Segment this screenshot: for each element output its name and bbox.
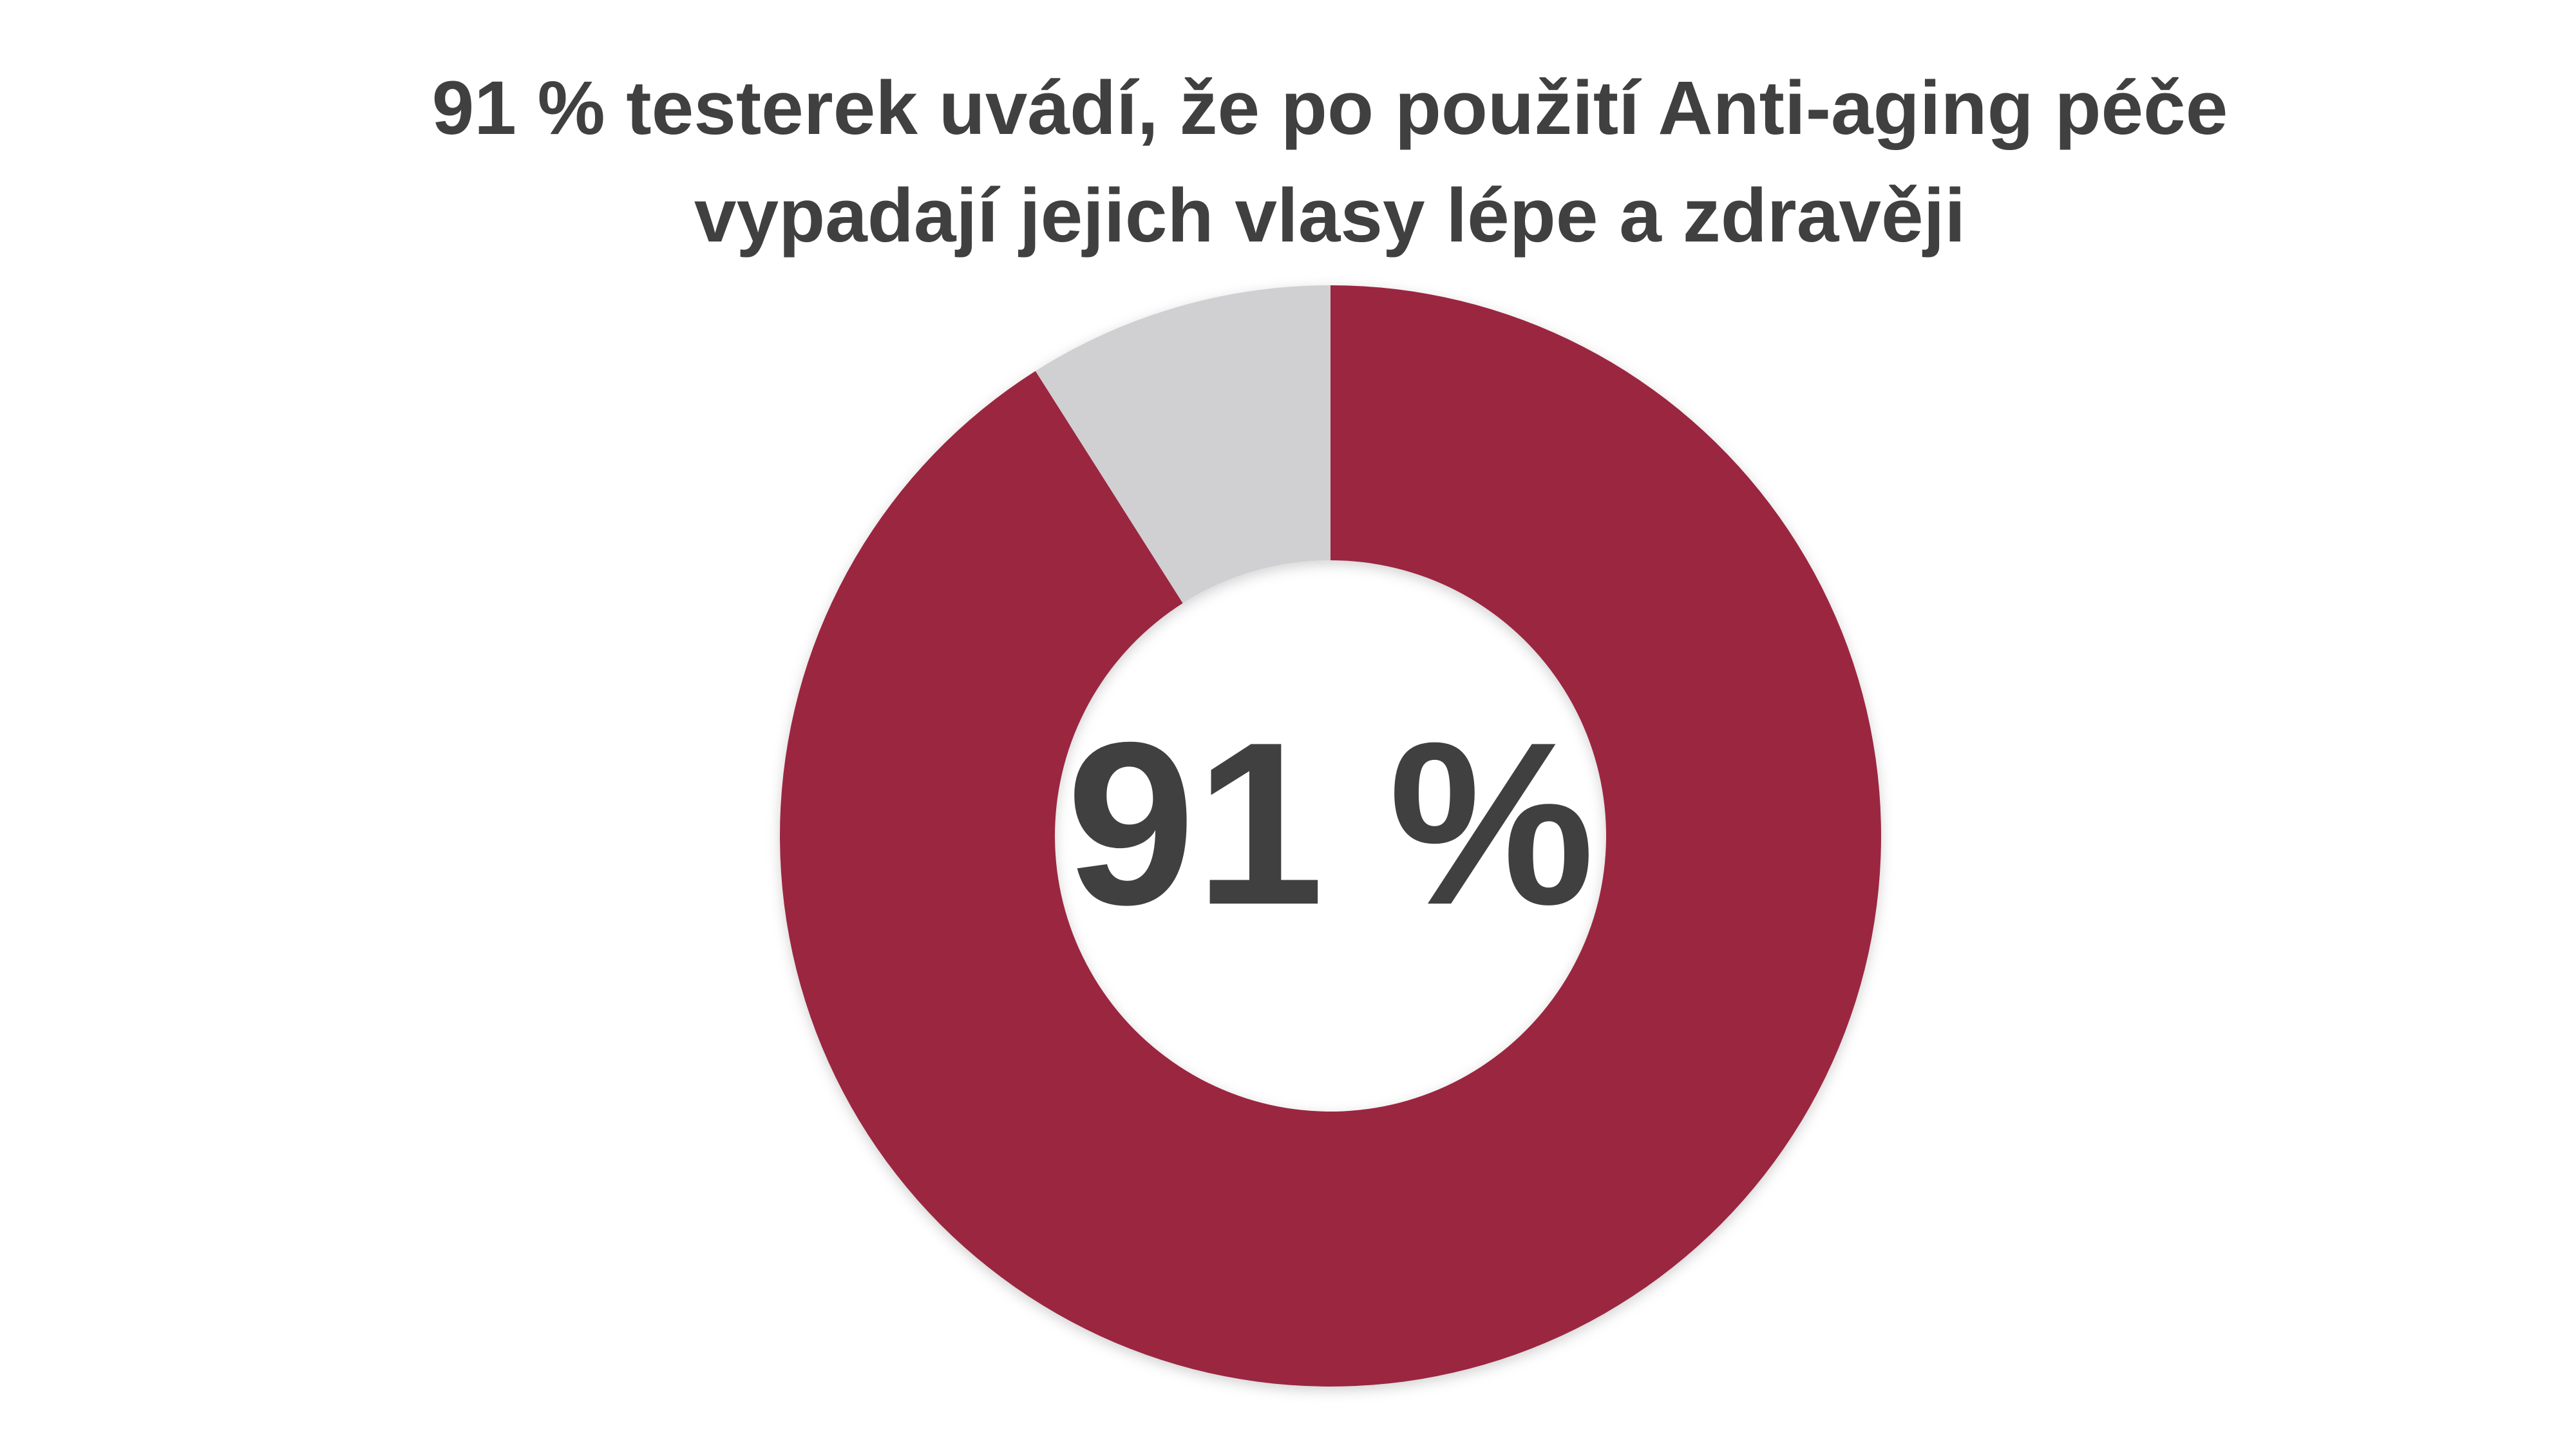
center-label: 91 % — [1066, 694, 1595, 953]
donut-slice — [1035, 285, 1331, 603]
donut — [779, 285, 1881, 1387]
chart-title: 91 % testerek uvádí, že po použití Anti-… — [431, 66, 2228, 258]
donut-slice — [779, 285, 1881, 1387]
